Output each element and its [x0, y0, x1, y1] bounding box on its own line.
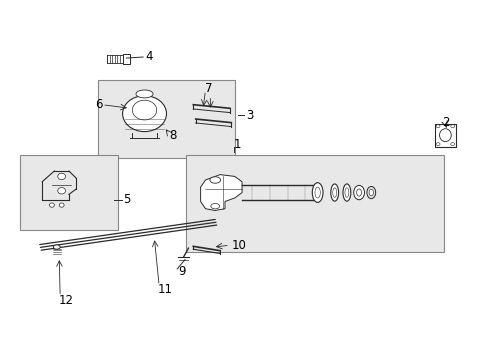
- Bar: [122, 54, 130, 64]
- Ellipse shape: [136, 90, 153, 98]
- Text: 5: 5: [123, 193, 131, 206]
- Ellipse shape: [330, 184, 338, 201]
- Text: 12: 12: [58, 294, 73, 307]
- Bar: [185, 155, 444, 252]
- Ellipse shape: [314, 187, 320, 198]
- Text: 7: 7: [205, 82, 213, 95]
- Ellipse shape: [58, 173, 65, 180]
- Ellipse shape: [368, 189, 373, 196]
- Ellipse shape: [58, 188, 65, 194]
- Ellipse shape: [132, 100, 157, 120]
- Text: 11: 11: [158, 283, 172, 296]
- Text: 9: 9: [178, 265, 186, 278]
- Text: 3: 3: [245, 109, 253, 122]
- Text: 8: 8: [169, 129, 177, 142]
- Ellipse shape: [353, 185, 364, 200]
- Ellipse shape: [342, 184, 350, 201]
- Ellipse shape: [122, 96, 166, 132]
- Ellipse shape: [366, 186, 375, 199]
- Ellipse shape: [439, 129, 450, 141]
- Text: 6: 6: [95, 98, 102, 111]
- Ellipse shape: [49, 203, 54, 207]
- Polygon shape: [200, 175, 242, 211]
- Ellipse shape: [312, 183, 323, 202]
- Ellipse shape: [435, 143, 439, 145]
- Ellipse shape: [59, 203, 64, 207]
- Ellipse shape: [356, 189, 361, 196]
- Ellipse shape: [332, 188, 336, 197]
- Bar: [20, 155, 118, 230]
- Bar: [434, 124, 455, 147]
- Text: 4: 4: [145, 50, 152, 63]
- Ellipse shape: [435, 125, 439, 128]
- Text: 2: 2: [441, 116, 448, 129]
- Bar: [98, 80, 234, 158]
- Ellipse shape: [53, 245, 60, 249]
- Ellipse shape: [210, 203, 219, 209]
- Text: 10: 10: [231, 239, 246, 252]
- Ellipse shape: [450, 143, 454, 145]
- Ellipse shape: [344, 188, 348, 197]
- Ellipse shape: [450, 125, 454, 128]
- Text: 1: 1: [233, 138, 241, 151]
- Ellipse shape: [209, 177, 220, 183]
